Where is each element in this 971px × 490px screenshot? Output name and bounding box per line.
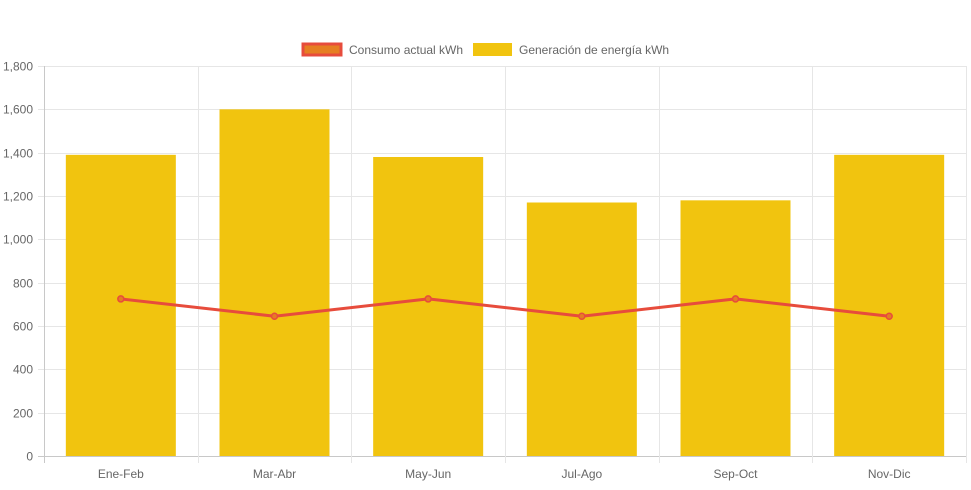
line-series-consumo: [117, 295, 893, 320]
bar-generacion[interactable]: [65, 154, 176, 457]
x-tick-label: Mar-Abr: [253, 467, 296, 481]
line-consumo: [120, 297, 890, 318]
chart-legend: Consumo actual kWh Generación de energía…: [301, 42, 669, 57]
point-consumo[interactable]: [270, 312, 279, 320]
legend-label-generacion[interactable]: Generación de energía kWh: [519, 43, 669, 57]
point-consumo[interactable]: [731, 295, 740, 303]
legend-swatch-consumo[interactable]: [301, 42, 343, 57]
y-tick-label: 1,800: [3, 60, 33, 74]
y-tick-label: 400: [13, 363, 33, 377]
y-tick-label: 1,000: [3, 233, 33, 247]
x-tick-label: May-Jun: [405, 467, 451, 481]
y-tick-label: 1,600: [3, 103, 33, 117]
bar-series-generacion: [65, 109, 945, 457]
y-axis-ticks: 0 200 400 600 800 1,000 1,200 1,400 1,600 1,800: [3, 60, 33, 464]
bar-generacion[interactable]: [680, 200, 791, 456]
legend-label-consumo[interactable]: Consumo actual kWh: [349, 43, 463, 57]
x-tick-label: Sep-Oct: [713, 467, 758, 481]
y-tick-label: 1,400: [3, 147, 33, 161]
point-consumo[interactable]: [578, 312, 586, 320]
point-consumo[interactable]: [885, 312, 893, 320]
bar-generacion[interactable]: [526, 202, 637, 457]
legend-swatch-generacion[interactable]: [473, 43, 512, 56]
bar-generacion[interactable]: [834, 154, 945, 457]
y-tick-label: 0: [26, 450, 33, 464]
x-tick-label: Nov-Dic: [868, 467, 911, 481]
bar-generacion[interactable]: [219, 109, 330, 456]
point-consumo[interactable]: [117, 295, 125, 303]
y-tick-label: 1,200: [3, 190, 33, 204]
y-tick-label: 800: [13, 277, 33, 291]
point-consumo[interactable]: [424, 295, 432, 303]
gridlines: [38, 66, 967, 463]
y-tick-label: 600: [13, 320, 33, 334]
y-tick-label: 200: [13, 407, 33, 421]
x-tick-label: Ene-Feb: [98, 467, 144, 481]
x-tick-label: Jul-Ago: [561, 467, 602, 481]
bar-generacion[interactable]: [373, 157, 484, 456]
x-axis-ticks: Ene-Feb Mar-Abr May-Jun Jul-Ago Sep-Oct Nov-D…: [98, 467, 911, 481]
